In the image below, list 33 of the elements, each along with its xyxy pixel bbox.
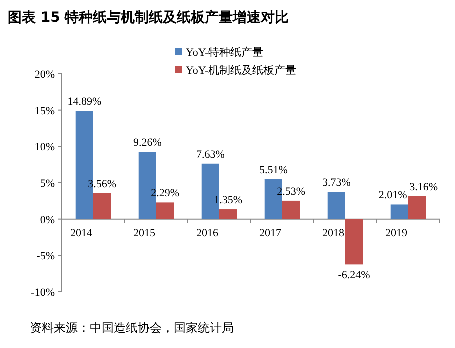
legend-label: YoY-特种纸产量 (186, 46, 264, 59)
x-tick-label: 2019 (386, 227, 408, 240)
data-label: 14.89% (68, 96, 102, 108)
bar (156, 202, 174, 220)
x-tick-label: 2018 (322, 227, 345, 240)
bar (408, 196, 426, 220)
bar (390, 204, 408, 220)
y-tick-label: 5% (40, 178, 55, 190)
legend-label: YoY-机制纸及纸板产量 (186, 64, 297, 77)
data-label: 7.63% (196, 148, 225, 161)
bar (346, 219, 364, 265)
bar (282, 200, 300, 220)
bar (328, 192, 346, 220)
y-tick-label: 0% (40, 214, 55, 226)
y-tick-label: 10% (34, 142, 55, 154)
bar (220, 210, 238, 220)
data-label: 9.26% (133, 137, 162, 150)
chart-title: 图表 15 特种纸与机制纸及纸板产量增速对比 (8, 9, 290, 26)
data-label: 3.73% (322, 177, 351, 190)
x-tick-label: 2015 (134, 227, 156, 240)
x-tick-label: 2014 (70, 227, 93, 240)
bar (94, 193, 112, 220)
data-label: 3.16% (410, 181, 438, 194)
x-tick-label: 2017 (260, 227, 282, 240)
x-tick-label: 2016 (196, 227, 219, 240)
y-tick-label: 15% (34, 105, 55, 118)
data-label: 2.01% (378, 190, 408, 202)
y-tick-label: 20% (34, 69, 55, 81)
y-tick-label: -10% (31, 287, 55, 299)
y-tick-label: -5% (36, 250, 55, 263)
data-label: -6.24% (338, 270, 370, 282)
text: 资料来源：中国造纸协会，国家统计局 (30, 321, 234, 335)
data-label: 5.51% (259, 164, 288, 176)
